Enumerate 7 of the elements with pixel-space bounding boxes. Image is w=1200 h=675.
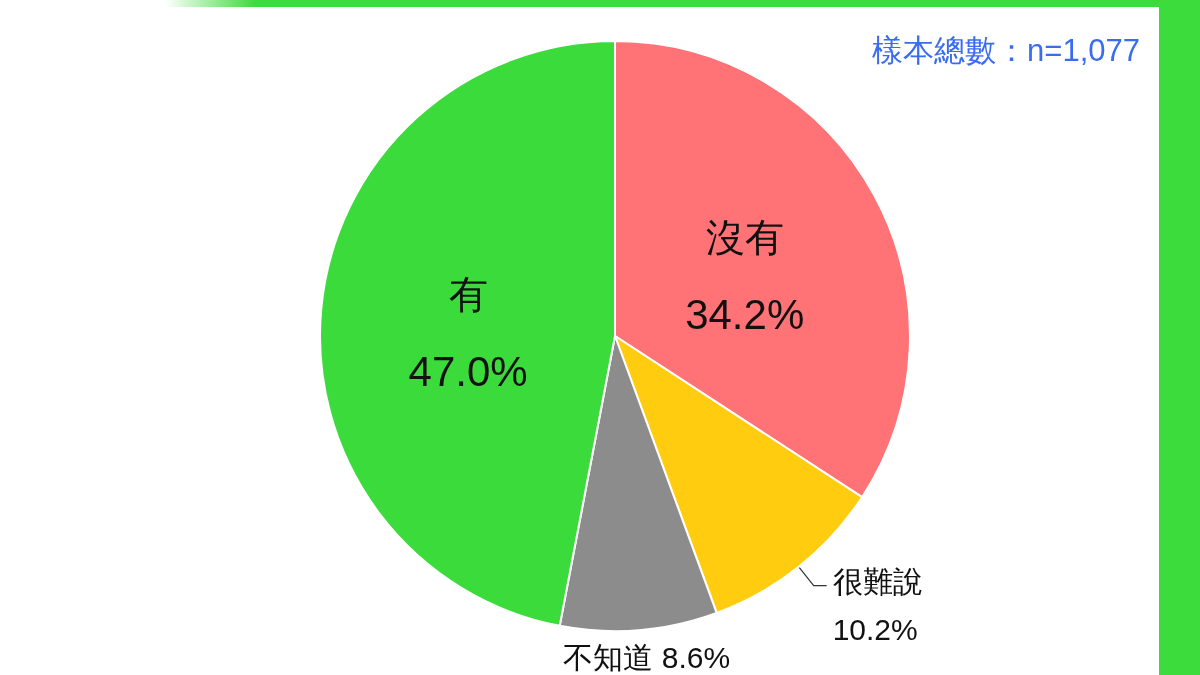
slice-label: 很難說: [832, 565, 923, 599]
data-label: 47.0%: [408, 347, 528, 395]
slice-label: 不知道 8.6%: [563, 641, 731, 675]
data-label: 34.2%: [685, 291, 805, 339]
data-label: 10.2%: [832, 613, 918, 647]
slice-label: 有: [448, 272, 488, 316]
slice-label: 沒有: [705, 216, 784, 260]
